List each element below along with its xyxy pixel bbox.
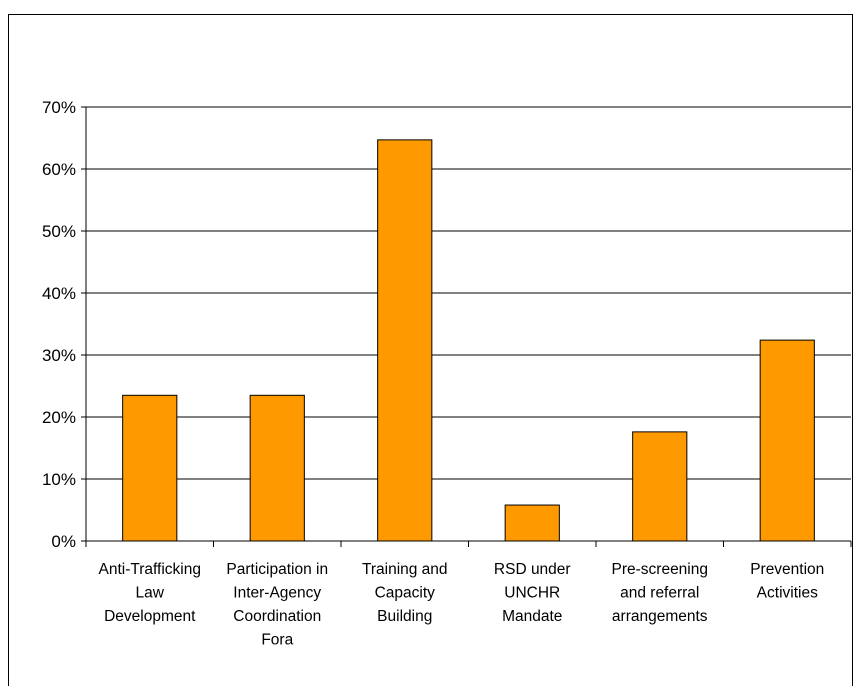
category-label: Prevention Activities [750,561,824,602]
category-label: Participation in Inter-Agency Coordination… [226,561,328,649]
y-tick-label: 0% [51,532,76,551]
bars [122,139,815,542]
y-tick-label: 10% [42,470,76,489]
y-tick-label: 20% [42,408,76,427]
bar [122,394,178,542]
category-labels: Anti-Trafficking Law Development Participat… [98,561,824,649]
y-tick-label: 30% [42,346,76,365]
chart-frame [8,14,853,686]
category-label: Anti-Trafficking Law Development [98,561,201,625]
category-label: Pre-screening and referral arrangements [612,561,709,625]
y-tick-label: 70% [42,98,76,117]
bar [632,431,688,542]
y-tick-label: 40% [42,284,76,303]
bar [377,139,433,542]
gridlines [86,106,851,480]
bar [504,504,560,542]
category-label: Training and Capacity Building [362,561,448,625]
axes [81,106,852,547]
y-tick-label: 60% [42,160,76,179]
bar [249,394,305,542]
y-tick-label: 50% [42,222,76,241]
bar [759,339,815,542]
y-tick-labels: 0% 10% 20% 30% 40% 50% 60% 70% [42,98,76,551]
category-label: RSD under UNCHR Mandate [494,561,571,625]
